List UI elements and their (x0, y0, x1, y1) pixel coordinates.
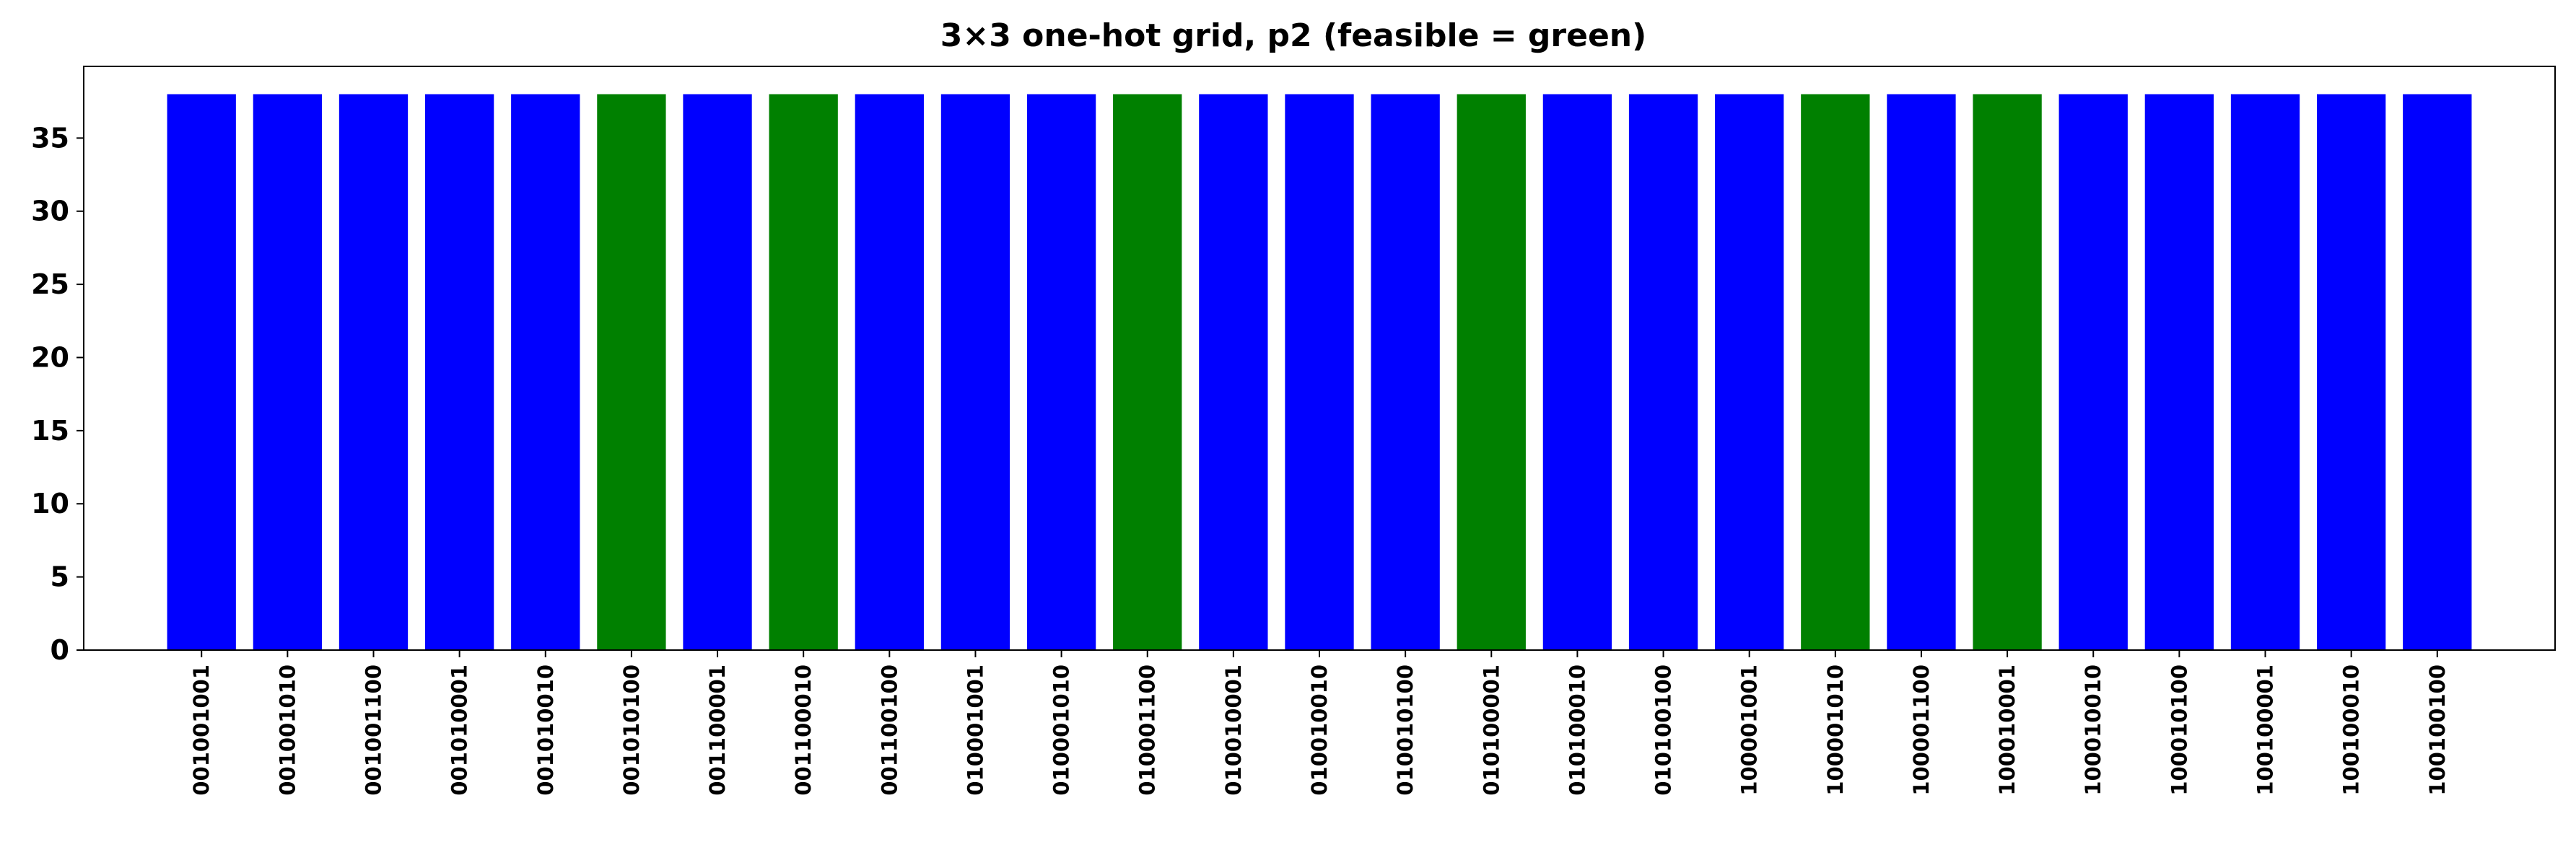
x-tick-label: 001010001 (447, 665, 472, 796)
x-tick-label: 100100001 (2253, 665, 2278, 796)
bar-001001010 (253, 94, 323, 650)
x-tick-label: 100001001 (1737, 665, 1762, 796)
x-tick-label: 100001010 (1823, 665, 1848, 796)
x-tick-label: 010100100 (1651, 665, 1676, 796)
y-tick-label: 10 (31, 488, 69, 519)
bar-100001100 (1887, 94, 1956, 650)
y-tick-label: 5 (51, 561, 69, 593)
x-tick-label: 100100010 (2339, 665, 2364, 796)
x-tick-label: 001100010 (791, 665, 816, 796)
x-tick-label: 100010100 (2167, 665, 2191, 796)
x-tick-label: 001001001 (189, 665, 214, 796)
bar-010100010 (1542, 94, 1612, 650)
x-tick-label: 001010100 (619, 665, 644, 796)
y-axis: 0 5 10 15 20 25 30 35 (31, 122, 84, 666)
bar-010100100 (1628, 94, 1698, 650)
bar-010010010 (1285, 94, 1354, 650)
x-tick-label: 010010001 (1221, 665, 1246, 796)
bar-001100100 (855, 94, 924, 650)
x-tick-label: 100010001 (1995, 665, 2020, 796)
bars-group (167, 94, 2472, 650)
bar-100010010 (2058, 94, 2128, 650)
x-tick-label: 010010010 (1307, 665, 1332, 796)
x-tick-label: 100100100 (2425, 665, 2450, 796)
y-tick-label: 20 (31, 341, 69, 373)
bar-001001001 (167, 94, 236, 650)
bar-010001010 (1026, 94, 1096, 650)
y-tick-label: 15 (31, 415, 69, 447)
bar-001010001 (424, 94, 494, 650)
bar-010010100 (1371, 94, 1440, 650)
bar-001010100 (597, 94, 666, 650)
bar-001010010 (511, 94, 580, 650)
bar-001001100 (339, 94, 409, 650)
chart-title: 3×3 one-hot grid, p2 (feasible = green) (940, 17, 1647, 54)
bar-001100010 (769, 94, 838, 650)
x-tick-label: 010010100 (1393, 665, 1418, 796)
y-tick-label: 25 (31, 268, 69, 300)
bar-010010001 (1199, 94, 1268, 650)
y-tick-label: 30 (31, 196, 69, 227)
x-tick-label: 010001010 (1049, 665, 1074, 796)
y-tick-label: 0 (51, 634, 69, 666)
bar-010001001 (940, 94, 1010, 650)
bar-100010001 (1973, 94, 2042, 650)
x-tick-label: 100010010 (2081, 665, 2105, 796)
x-tick-label: 001001010 (275, 665, 300, 796)
bar-100010100 (2144, 94, 2214, 650)
bar-100100001 (2230, 94, 2300, 650)
x-tick-label: 100001100 (1909, 665, 1934, 796)
x-tick-label: 001100100 (877, 665, 901, 796)
x-tick-label: 010100001 (1479, 665, 1503, 796)
y-tick-label: 35 (31, 122, 69, 154)
bar-100100100 (2403, 94, 2472, 650)
x-tick-label: 010100010 (1565, 665, 1589, 796)
bar-100001010 (1801, 94, 1870, 650)
x-tick-label: 010001001 (963, 665, 987, 796)
x-tick-label: 010001100 (1135, 665, 1160, 796)
bar-001100001 (683, 94, 752, 650)
x-tick-label: 001001100 (361, 665, 385, 796)
bar-010100001 (1457, 94, 1526, 650)
x-axis: 001001001 001001010 001001100 001010001 0010… (189, 650, 2450, 796)
bar-010001100 (1113, 94, 1182, 650)
plot-area-frame (83, 66, 2556, 651)
bar-100100010 (2316, 94, 2386, 650)
x-tick-label: 001100001 (705, 665, 730, 796)
x-tick-label: 001010010 (533, 665, 558, 796)
bar-100001001 (1715, 94, 1784, 650)
